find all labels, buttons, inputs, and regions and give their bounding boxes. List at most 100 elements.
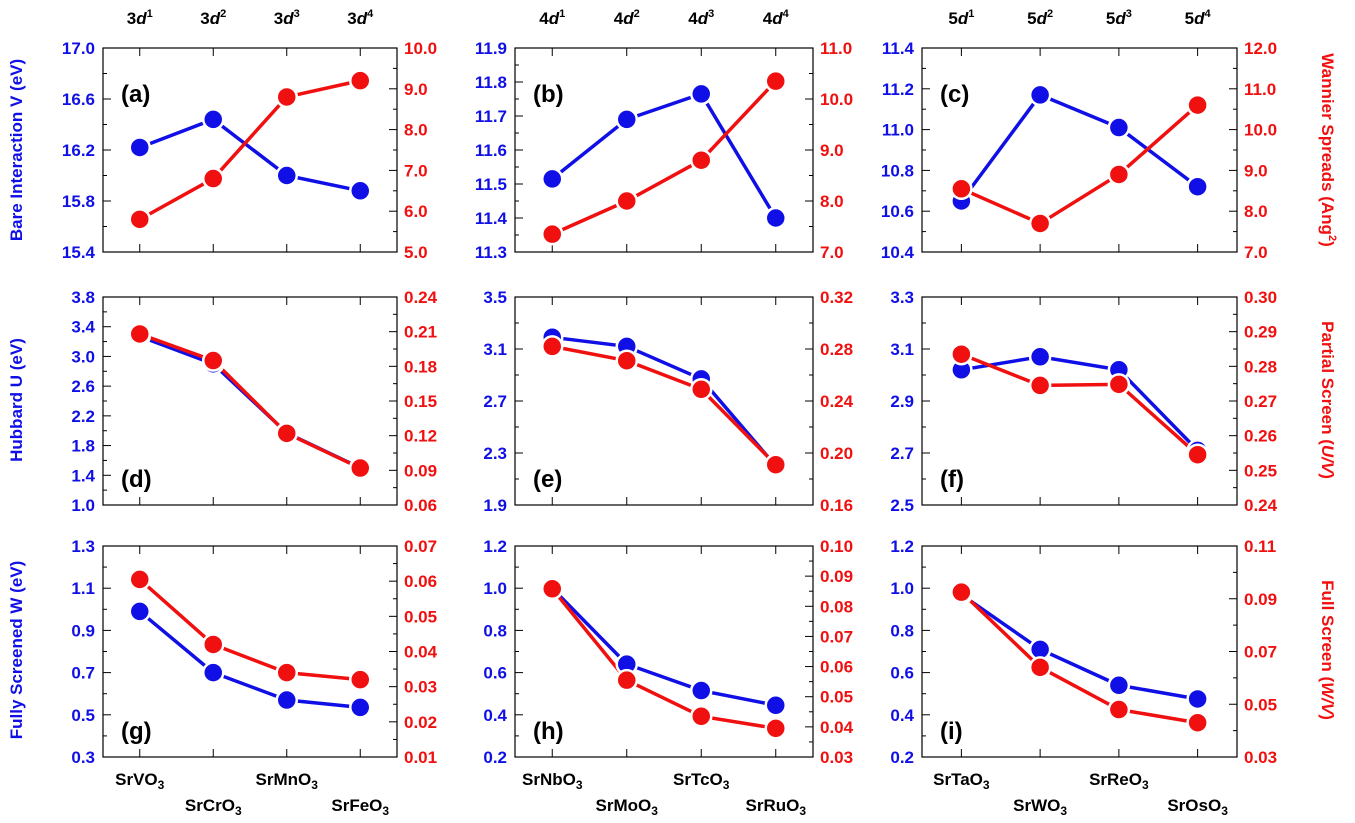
left-axis-title: Bare Interaction V (eV) bbox=[7, 59, 26, 241]
compound-label: SrTaO3 bbox=[933, 770, 990, 792]
left-tick-label: 17.0 bbox=[62, 39, 95, 58]
blue-data-point bbox=[1188, 177, 1208, 197]
blue-series-line bbox=[552, 588, 776, 705]
blue-data-point bbox=[130, 137, 150, 157]
left-tick-label: 0.3 bbox=[71, 748, 95, 767]
right-tick-label: 0.27 bbox=[1244, 392, 1277, 411]
panel-label: (e) bbox=[533, 466, 562, 493]
compound-label: SrMoO3 bbox=[596, 796, 659, 818]
left-tick-label: 0.8 bbox=[890, 621, 914, 640]
red-series-line bbox=[961, 354, 1197, 455]
red-series-line bbox=[961, 592, 1197, 723]
red-data-point bbox=[1188, 713, 1208, 733]
right-tick-label: 0.01 bbox=[404, 748, 437, 767]
blue-series-line bbox=[961, 595, 1197, 699]
blue-data-point bbox=[691, 681, 711, 701]
left-tick-label: 11.0 bbox=[882, 121, 914, 140]
right-tick-label: 0.08 bbox=[820, 597, 853, 616]
right-tick-label: 10.0 bbox=[820, 90, 853, 109]
left-tick-label: 2.6 bbox=[71, 377, 95, 396]
left-tick-label: 0.4 bbox=[483, 706, 507, 725]
red-data-point bbox=[951, 344, 971, 364]
right-tick-label: 8.0 bbox=[1244, 202, 1268, 221]
blue-data-point bbox=[766, 695, 786, 715]
red-data-point bbox=[1030, 375, 1050, 395]
right-tick-label: 0.29 bbox=[1244, 323, 1277, 342]
right-axis-title: Partial Screen (U/V) bbox=[1318, 321, 1337, 479]
left-tick-label: 1.2 bbox=[890, 537, 914, 556]
compound-label: SrCrO3 bbox=[185, 796, 242, 818]
red-data-point bbox=[766, 718, 786, 738]
left-tick-label: 0.9 bbox=[71, 621, 95, 640]
top-electron-label: 5d4 bbox=[1185, 8, 1212, 28]
blue-data-point bbox=[350, 697, 370, 717]
red-data-point bbox=[203, 634, 223, 654]
compound-label: SrRuO3 bbox=[745, 796, 806, 818]
red-data-point bbox=[691, 706, 711, 726]
right-tick-label: 0.05 bbox=[404, 607, 437, 626]
blue-series-line bbox=[961, 357, 1197, 451]
red-data-point bbox=[130, 324, 150, 344]
panel-frame bbox=[922, 48, 1237, 252]
red-data-point bbox=[691, 379, 711, 399]
right-tick-label: 11.0 bbox=[1244, 80, 1276, 99]
red-data-point bbox=[1030, 213, 1050, 233]
blue-data-point bbox=[1030, 347, 1050, 367]
right-tick-label: 7.0 bbox=[820, 243, 844, 262]
left-tick-label: 1.0 bbox=[890, 579, 914, 598]
left-tick-label: 0.4 bbox=[890, 706, 914, 725]
left-tick-label: 2.7 bbox=[890, 444, 914, 463]
left-tick-label: 1.1 bbox=[71, 579, 95, 598]
blue-data-point bbox=[130, 601, 150, 621]
left-tick-label: 1.4 bbox=[71, 466, 95, 485]
blue-series-line bbox=[140, 119, 361, 190]
top-electron-label: 3d3 bbox=[274, 8, 300, 28]
top-electron-label: 5d3 bbox=[1106, 8, 1132, 28]
blue-series-line bbox=[552, 337, 776, 466]
left-tick-label: 10.4 bbox=[881, 243, 915, 262]
red-series-line bbox=[961, 105, 1197, 223]
blue-data-point bbox=[203, 663, 223, 683]
right-tick-label: 0.24 bbox=[820, 392, 854, 411]
right-tick-label: 0.04 bbox=[404, 643, 438, 662]
right-tick-label: 0.03 bbox=[1244, 748, 1277, 767]
right-tick-label: 0.09 bbox=[1244, 590, 1277, 609]
right-tick-label: 0.09 bbox=[820, 567, 853, 586]
right-tick-label: 0.26 bbox=[1244, 427, 1277, 446]
panel-label: (b) bbox=[533, 81, 564, 108]
left-tick-label: 2.3 bbox=[483, 444, 507, 463]
left-tick-label: 3.5 bbox=[483, 288, 507, 307]
compound-label: SrOsO3 bbox=[1167, 796, 1228, 818]
right-tick-label: 0.32 bbox=[820, 288, 853, 307]
red-series-line bbox=[552, 589, 776, 729]
left-tick-label: 3.8 bbox=[71, 288, 95, 307]
right-tick-label: 0.20 bbox=[820, 444, 853, 463]
right-tick-label: 0.02 bbox=[404, 713, 437, 732]
top-electron-label: 4d3 bbox=[688, 8, 714, 28]
left-tick-label: 1.8 bbox=[71, 437, 95, 456]
top-electron-label: 3d2 bbox=[200, 8, 226, 28]
red-data-point bbox=[617, 191, 637, 211]
red-series-line bbox=[140, 81, 361, 220]
left-tick-label: 15.4 bbox=[62, 243, 96, 262]
top-electron-label: 3d1 bbox=[127, 8, 153, 28]
right-tick-label: 0.21 bbox=[404, 323, 437, 342]
compound-label: SrWO3 bbox=[1013, 796, 1067, 818]
right-tick-label: 0.07 bbox=[1244, 643, 1277, 662]
left-tick-label: 16.2 bbox=[62, 141, 95, 160]
right-tick-label: 0.24 bbox=[404, 288, 438, 307]
red-data-point bbox=[277, 423, 297, 443]
right-tick-label: 0.28 bbox=[820, 340, 853, 359]
compound-label: SrNbO3 bbox=[522, 770, 583, 792]
panel-label: (g) bbox=[121, 718, 152, 745]
blue-series-line bbox=[961, 95, 1197, 201]
left-tick-label: 3.1 bbox=[483, 340, 507, 359]
right-tick-label: 0.09 bbox=[404, 461, 437, 480]
red-data-point bbox=[766, 455, 786, 475]
top-electron-label: 5d1 bbox=[948, 8, 974, 28]
panel-frame bbox=[922, 297, 1237, 505]
left-tick-label: 1.9 bbox=[483, 496, 507, 515]
right-tick-label: 9.0 bbox=[404, 80, 428, 99]
right-tick-label: 0.12 bbox=[404, 427, 437, 446]
red-data-point bbox=[951, 582, 971, 602]
